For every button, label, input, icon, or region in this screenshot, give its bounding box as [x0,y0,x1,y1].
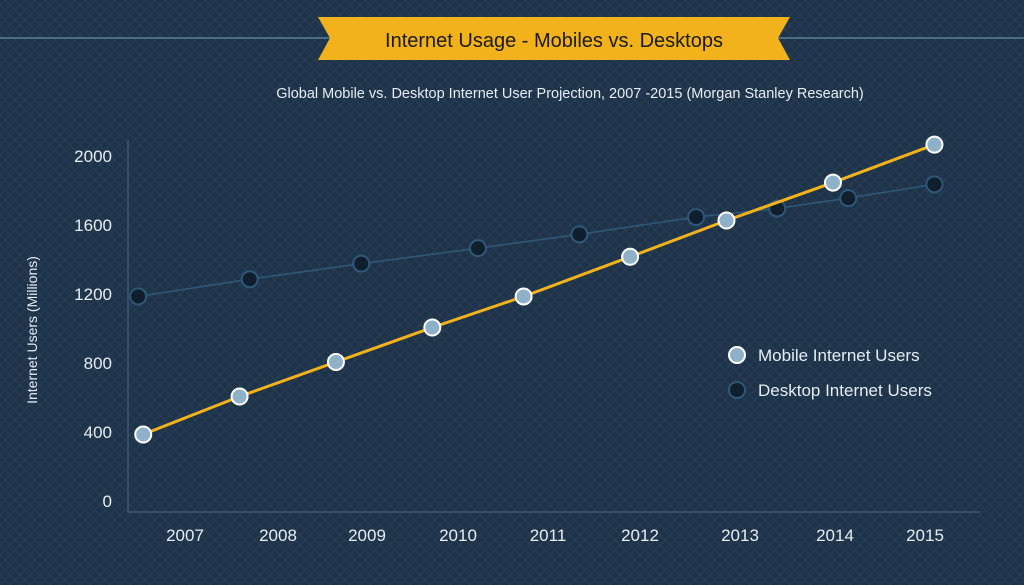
desktop-point [240,270,259,289]
x-tick-label: 2012 [621,526,659,545]
title-banner [318,17,790,60]
desktop-point [925,175,944,194]
mobile-point [423,318,442,337]
y-tick-labels: 0 400 800 1200 1600 2000 [74,147,112,511]
series-layer [129,135,944,444]
mobile-point [823,173,842,192]
x-tick-label: 2014 [816,526,854,545]
series-desktop [129,175,944,306]
mobile-point [621,247,640,266]
x-tick-label: 2011 [530,526,567,545]
desktop-point [352,254,371,273]
y-tick-label: 800 [84,354,112,373]
x-tick-label: 2015 [906,526,944,545]
desktop-point [129,287,148,306]
y-tick-label: 400 [84,423,112,442]
desktop-point [570,225,589,244]
y-axis-label: Internet Users (Millions) [24,256,40,404]
x-tick-label: 2009 [348,526,386,545]
series-mobile [134,135,944,444]
desktop-point [468,239,487,258]
legend: Mobile Internet Users Desktop Internet U… [728,346,932,400]
legend-marker-desktop [728,381,746,399]
mobile-point [230,387,249,406]
y-tick-label: 2000 [74,147,112,166]
x-tick-label: 2010 [439,526,477,545]
axes [127,140,980,513]
x-tick-label: 2007 [166,526,204,545]
chart-title: Internet Usage - Mobiles vs. Desktops [385,30,723,52]
x-tick-label: 2008 [259,526,297,545]
y-tick-label: 0 [103,492,112,511]
legend-label-desktop: Desktop Internet Users [758,381,932,400]
y-tick-label: 1200 [74,285,112,304]
mobile-point [134,425,153,444]
desktop-point [839,189,858,208]
x-tick-labels: 2007 2008 2009 2010 2011 2012 2013 2014 2015 [166,526,944,545]
mobile-point [925,135,944,154]
mobile-point [514,287,533,306]
legend-label-mobile: Mobile Internet Users [758,346,920,365]
x-tick-label: 2013 [721,526,759,545]
desktop-point [687,208,706,227]
chart-subtitle: Global Mobile vs. Desktop Internet User … [276,86,864,102]
legend-marker-mobile [728,346,746,364]
mobile-point [326,353,345,371]
mobile-point [717,211,736,230]
y-tick-label: 1600 [74,216,112,235]
